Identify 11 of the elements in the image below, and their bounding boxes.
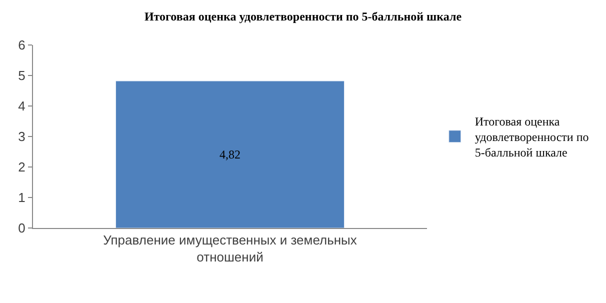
y-tick-label: 4 [18,98,26,114]
y-tick-label: 5 [18,68,26,84]
data-label: 4,82 [220,147,240,162]
chart-title: Итоговая оценка удовлетворенности по 5-балльной шкале [144,10,462,24]
y-tick-label: 3 [18,129,26,144]
legend-label: Итоговая оценка удовлетворенности по 5-балльной шкале [474,114,589,160]
y-tick-label: 1 [18,190,26,206]
y-tick-label: 6 [18,38,26,53]
y-tick-label: 2 [18,160,26,175]
x-tick-label: Управление имущественных и земельных отношений [103,232,358,264]
y-tick-label: 0 [18,220,26,236]
